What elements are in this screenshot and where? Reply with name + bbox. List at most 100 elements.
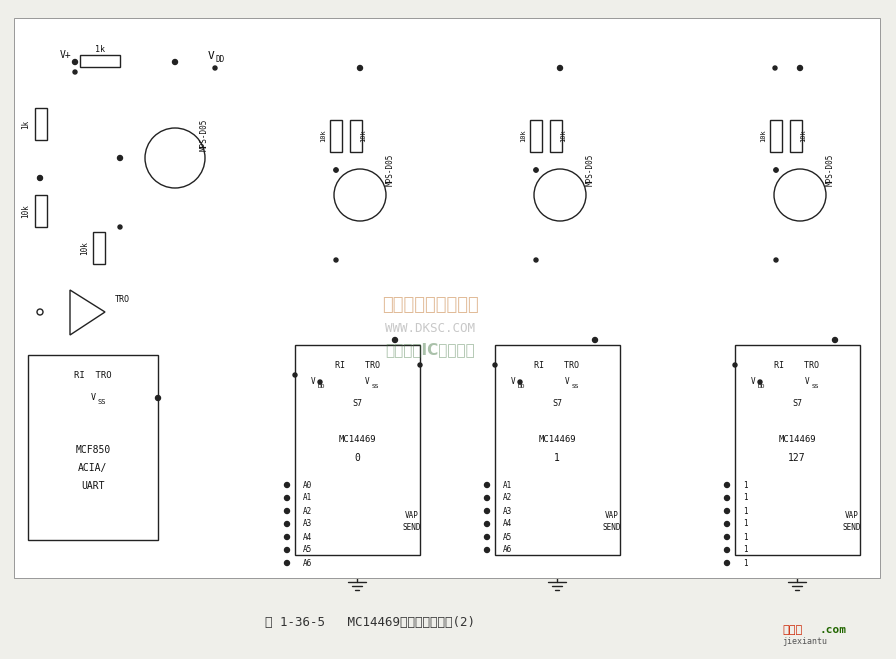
Text: DD: DD (215, 55, 225, 65)
Text: A6: A6 (503, 546, 513, 554)
Text: A0: A0 (303, 480, 312, 490)
Text: MC14469: MC14469 (538, 436, 576, 445)
Circle shape (774, 168, 778, 172)
Text: V: V (511, 378, 515, 386)
Circle shape (485, 509, 489, 513)
Circle shape (145, 128, 205, 188)
Text: UART: UART (82, 481, 105, 491)
Text: jiexiantu: jiexiantu (782, 637, 827, 646)
Text: RI    TRO: RI TRO (334, 360, 380, 370)
Text: V: V (565, 378, 570, 386)
Circle shape (285, 548, 289, 552)
Text: 10k: 10k (560, 130, 566, 142)
Circle shape (725, 509, 729, 513)
Circle shape (534, 258, 538, 262)
Text: 10k: 10k (360, 130, 366, 142)
Text: A3: A3 (503, 507, 513, 515)
Circle shape (285, 509, 289, 513)
Text: S7: S7 (552, 399, 562, 407)
Bar (530, 120, 542, 152)
Text: VAP: VAP (605, 511, 619, 519)
Circle shape (725, 548, 729, 552)
Text: A4: A4 (503, 519, 513, 529)
Text: SS: SS (812, 384, 820, 389)
Text: V: V (208, 51, 214, 61)
Bar (350, 120, 362, 152)
Text: 1: 1 (743, 480, 747, 490)
Circle shape (485, 548, 489, 552)
Text: 10k: 10k (22, 204, 30, 218)
Circle shape (797, 65, 803, 71)
Bar (35, 195, 47, 227)
Circle shape (534, 168, 538, 172)
Bar (790, 120, 802, 152)
Circle shape (725, 561, 729, 565)
Circle shape (725, 521, 729, 527)
Circle shape (832, 337, 838, 343)
Text: .com: .com (820, 625, 847, 635)
Text: V: V (805, 378, 810, 386)
Text: SEND: SEND (402, 523, 421, 532)
Text: A2: A2 (303, 507, 312, 515)
Text: 1k: 1k (95, 45, 105, 53)
Text: A4: A4 (303, 532, 312, 542)
Text: A1: A1 (503, 480, 513, 490)
Circle shape (774, 168, 778, 172)
Circle shape (774, 258, 778, 262)
Text: 1: 1 (743, 519, 747, 529)
Text: VAP: VAP (405, 511, 419, 519)
Bar (14, 18, 880, 578)
Circle shape (37, 309, 43, 315)
Circle shape (285, 496, 289, 500)
Text: 杭州维库电子市场网: 杭州维库电子市场网 (382, 296, 478, 314)
Circle shape (418, 363, 422, 367)
Bar (550, 120, 562, 152)
Text: 10k: 10k (81, 241, 90, 255)
Circle shape (73, 70, 77, 74)
Text: RI    TRO: RI TRO (535, 360, 580, 370)
Circle shape (592, 337, 598, 343)
Bar (80, 55, 120, 67)
Text: 10k: 10k (800, 130, 806, 142)
Text: V: V (90, 393, 96, 403)
Text: A2: A2 (503, 494, 513, 503)
Text: 127: 127 (788, 453, 806, 463)
Text: V: V (311, 378, 315, 386)
Circle shape (485, 521, 489, 527)
Text: MC14469: MC14469 (779, 436, 816, 445)
Text: A5: A5 (503, 532, 513, 542)
Text: 1k: 1k (22, 119, 30, 129)
Circle shape (758, 380, 762, 384)
Text: A5: A5 (303, 546, 312, 554)
Circle shape (518, 380, 522, 384)
Text: 1: 1 (743, 532, 747, 542)
Circle shape (774, 169, 826, 221)
Bar (28, 355, 158, 540)
Circle shape (773, 66, 777, 70)
Text: 1: 1 (743, 558, 747, 567)
Text: A3: A3 (303, 519, 312, 529)
Circle shape (156, 395, 160, 401)
Text: ACIA/: ACIA/ (78, 463, 108, 473)
Text: MCF850: MCF850 (75, 445, 110, 455)
Circle shape (38, 175, 42, 181)
Text: A1: A1 (303, 494, 312, 503)
Circle shape (73, 59, 77, 65)
Bar (330, 120, 342, 152)
Circle shape (485, 534, 489, 540)
Circle shape (725, 496, 729, 500)
Text: 全球最大IC采购网站: 全球最大IC采购网站 (385, 343, 475, 357)
Circle shape (213, 66, 217, 70)
Circle shape (534, 169, 586, 221)
Bar (735, 345, 860, 555)
Text: SEND: SEND (603, 523, 621, 532)
Circle shape (117, 156, 123, 161)
Text: SS: SS (372, 384, 380, 389)
Text: MC14469: MC14469 (338, 436, 375, 445)
Circle shape (534, 168, 538, 172)
Circle shape (358, 65, 363, 71)
Text: MPS-D05: MPS-D05 (385, 154, 394, 186)
Circle shape (38, 176, 42, 180)
Text: 0: 0 (354, 453, 360, 463)
Text: 1: 1 (743, 494, 747, 503)
